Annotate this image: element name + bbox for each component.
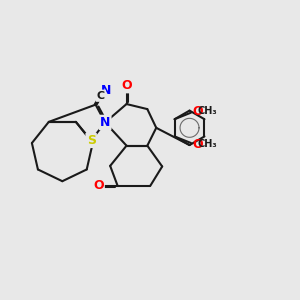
- Text: O: O: [93, 179, 104, 192]
- Text: S: S: [87, 134, 96, 147]
- Text: N: N: [100, 85, 111, 98]
- Text: O: O: [192, 105, 203, 118]
- Text: C: C: [97, 91, 105, 101]
- Text: CH₃: CH₃: [197, 106, 217, 116]
- Text: O: O: [122, 79, 132, 92]
- Text: N: N: [100, 116, 110, 129]
- Text: CH₃: CH₃: [197, 140, 217, 149]
- Text: O: O: [192, 138, 203, 151]
